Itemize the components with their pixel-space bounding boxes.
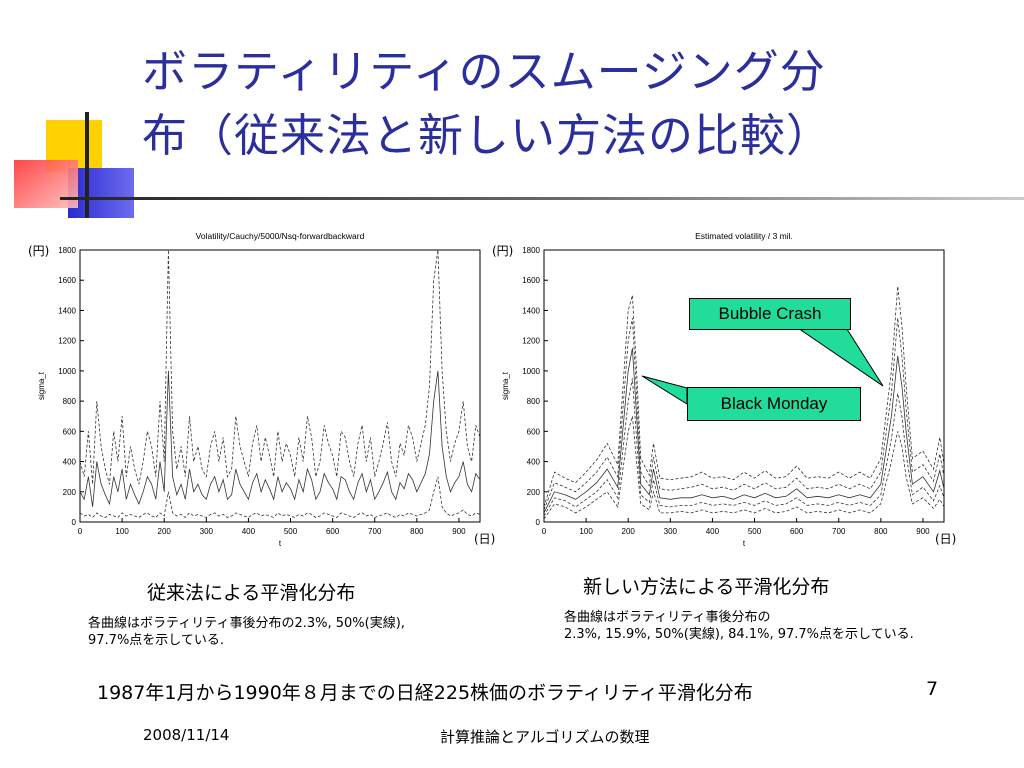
chart-title: Estimated volatility / 3 mil.: [695, 231, 793, 241]
y-tick-label: 1600: [522, 276, 540, 285]
x-tick-label: 800: [874, 527, 888, 536]
right-y-unit: (円): [492, 244, 514, 258]
right-note-line2: 2.3%, 15.9%, 50%(実線), 84.1%, 97.7%点を示してい…: [564, 627, 914, 642]
x-tick-label: 700: [832, 527, 846, 536]
footer-date: 2008/11/14: [143, 726, 230, 744]
y-tick-label: 0: [72, 518, 77, 527]
y-tick-label: 1000: [58, 367, 76, 376]
deco-blue-square: [68, 168, 134, 218]
slide-title-line2: 布（従来法と新しい方法の比較）: [142, 109, 833, 162]
series-line-50pct: [80, 370, 480, 507]
series-line-84.1pct: [544, 317, 944, 511]
y-tick-label: 1400: [522, 306, 540, 315]
left-note-line2: 97.7%点を示している.: [88, 633, 225, 648]
x-axis-label: t: [743, 539, 746, 548]
y-tick-label: 1000: [522, 367, 540, 376]
footer-title: 計算推論とアルゴリズムの数理: [440, 728, 650, 746]
plot-frame: [543, 249, 945, 523]
series-line-2.3pct: [80, 476, 480, 519]
y-tick-label: 1800: [522, 246, 540, 255]
plot-frame: [79, 249, 481, 523]
right-x-unit: (日): [935, 532, 957, 546]
series-line-97.7pct: [544, 286, 944, 508]
x-tick-label: 300: [664, 527, 678, 536]
y-tick-label: 1600: [58, 276, 76, 285]
x-tick-label: 600: [326, 527, 340, 536]
x-tick-label: 500: [748, 527, 762, 536]
y-tick-label: 600: [63, 427, 77, 436]
y-tick-label: 400: [527, 458, 541, 467]
left-y-unit: (円): [28, 244, 50, 258]
deco-vertical-line: [85, 112, 89, 218]
x-tick-label: 100: [579, 527, 593, 536]
x-tick-label: 200: [622, 527, 636, 536]
y-tick-label: 800: [527, 397, 541, 406]
x-tick-label: 0: [78, 527, 83, 536]
right-caption: 新しい方法による平滑化分布: [583, 576, 830, 598]
x-tick-label: 900: [916, 527, 930, 536]
right-note-line1: 各曲線はボラティリティ事後分布の: [564, 610, 771, 625]
right-note: 各曲線はボラティリティ事後分布の 2.3%, 15.9%, 50%(実線), 8…: [564, 609, 914, 643]
black-monday-pointer: [641, 375, 688, 405]
x-tick-label: 800: [410, 527, 424, 536]
bubble-crash-pointer: [793, 325, 884, 387]
slide-title: ボラティリティのスムージング分 布（従来法と新しい方法の比較）: [142, 40, 1002, 168]
bubble-crash-callout: Bubble Crash: [689, 298, 851, 330]
x-tick-label: 200: [158, 527, 172, 536]
left-caption: 従来法による平滑化分布: [147, 582, 356, 604]
x-tick-label: 300: [200, 527, 214, 536]
chart-title: Volatility/Cauchy/5000/Nsq-forwardbackwa…: [196, 231, 365, 241]
deco-red-square: [14, 160, 78, 208]
left-x-unit: (日): [474, 532, 496, 546]
page-number: 7: [926, 678, 939, 700]
y-tick-label: 600: [527, 427, 541, 436]
y-tick-label: 1200: [522, 337, 540, 346]
left-note: 各曲線はボラティリティ事後分布の2.3%, 50%(実線), 97.7%点を示し…: [88, 615, 405, 649]
series-line-2.3pct: [544, 416, 944, 520]
y-tick-label: 1400: [58, 306, 76, 315]
y-tick-label: 800: [63, 397, 77, 406]
x-tick-label: 700: [368, 527, 382, 536]
y-tick-label: 0: [536, 518, 541, 527]
y-tick-label: 1800: [58, 246, 76, 255]
left-note-line1: 各曲線はボラティリティ事後分布の2.3%, 50%(実線),: [88, 616, 405, 631]
left-chart: Volatility/Cauchy/5000/Nsq-forwardbackwa…: [37, 231, 481, 548]
y-axis-label: sigma_t: [37, 371, 46, 400]
series-line-97.7pct: [80, 250, 480, 485]
x-tick-label: 900: [452, 527, 466, 536]
x-tick-label: 100: [115, 527, 129, 536]
x-tick-label: 400: [706, 527, 720, 536]
y-tick-label: 200: [63, 488, 77, 497]
y-tick-label: 200: [527, 488, 541, 497]
black-monday-callout: Black Monday: [687, 387, 861, 421]
y-axis-label: sigma_t: [501, 371, 510, 400]
right-chart: Estimated volatility / 3 mil. 0 100 200 300 4…: [501, 231, 945, 548]
x-axis-label: t: [279, 539, 282, 548]
slide-summary: 1987年1月から1990年８月までの日経225株価のボラティリティ平滑化分布: [97, 682, 753, 704]
x-tick-label: 600: [790, 527, 804, 536]
y-tick-label: 1200: [58, 337, 76, 346]
slide-title-line1: ボラティリティのスムージング分: [142, 45, 826, 98]
x-tick-label: 400: [242, 527, 256, 536]
title-underline: [60, 197, 1024, 200]
series-line-15.9pct: [544, 378, 944, 517]
y-tick-label: 400: [63, 458, 77, 467]
series-line-50pct: [544, 348, 944, 514]
x-tick-label: 500: [284, 527, 298, 536]
x-tick-label: 0: [542, 527, 547, 536]
